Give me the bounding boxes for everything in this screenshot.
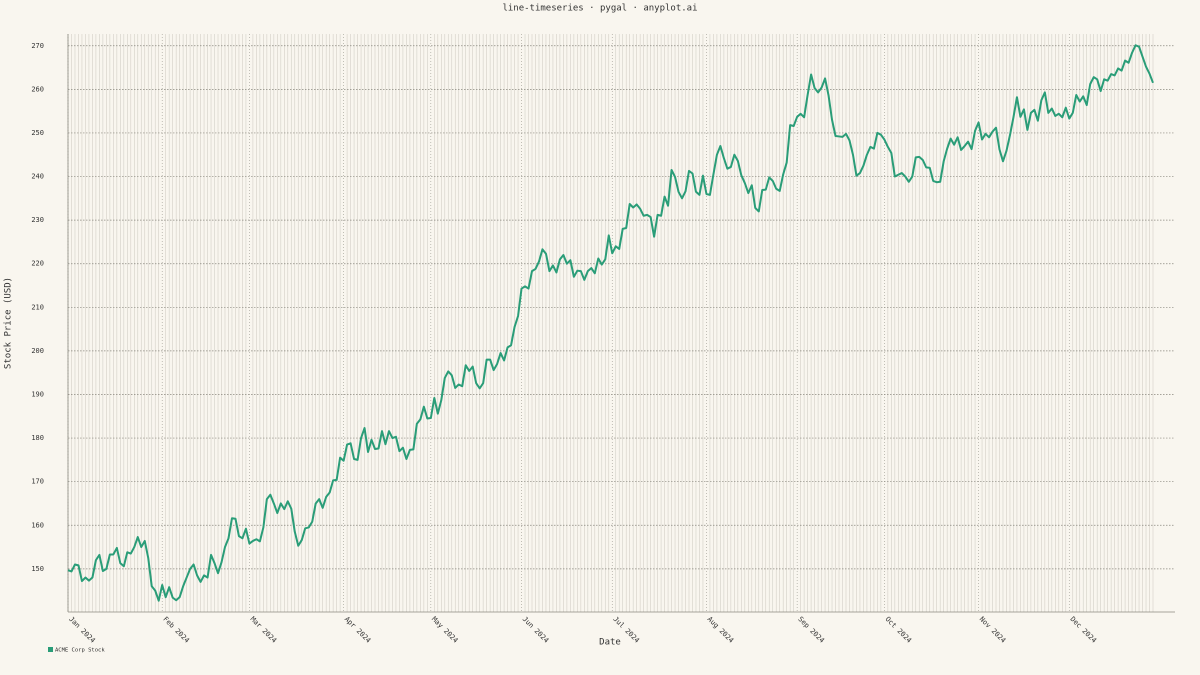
y-tick-label: 170 (31, 478, 44, 486)
y-tick-label: 260 (31, 85, 44, 93)
line (67, 44, 1154, 602)
y-axis-title: Stock Price (USD) (4, 277, 14, 369)
y-tick-label: 190 (31, 390, 44, 398)
x-axis-title: Date (599, 638, 621, 648)
legend-label: ACME Corp Stock (55, 648, 105, 654)
y-tick-label: 200 (31, 347, 44, 355)
y-tick-label: 240 (31, 173, 44, 181)
y-tick-label: 230 (31, 216, 44, 224)
y-tick-label: 150 (31, 565, 44, 573)
y-tick-label: 180 (31, 434, 44, 442)
chart-title: line-timeseries · pygal · anyplot.ai (502, 4, 697, 14)
guides (67, 34, 1154, 612)
legend-swatch (48, 647, 53, 652)
y-tick-label: 250 (31, 129, 44, 137)
y-tick-label: 270 (31, 42, 44, 50)
y-tick-label: 160 (31, 521, 44, 529)
y-tick-label: 220 (31, 260, 44, 268)
y-tick-label: 210 (31, 303, 44, 311)
